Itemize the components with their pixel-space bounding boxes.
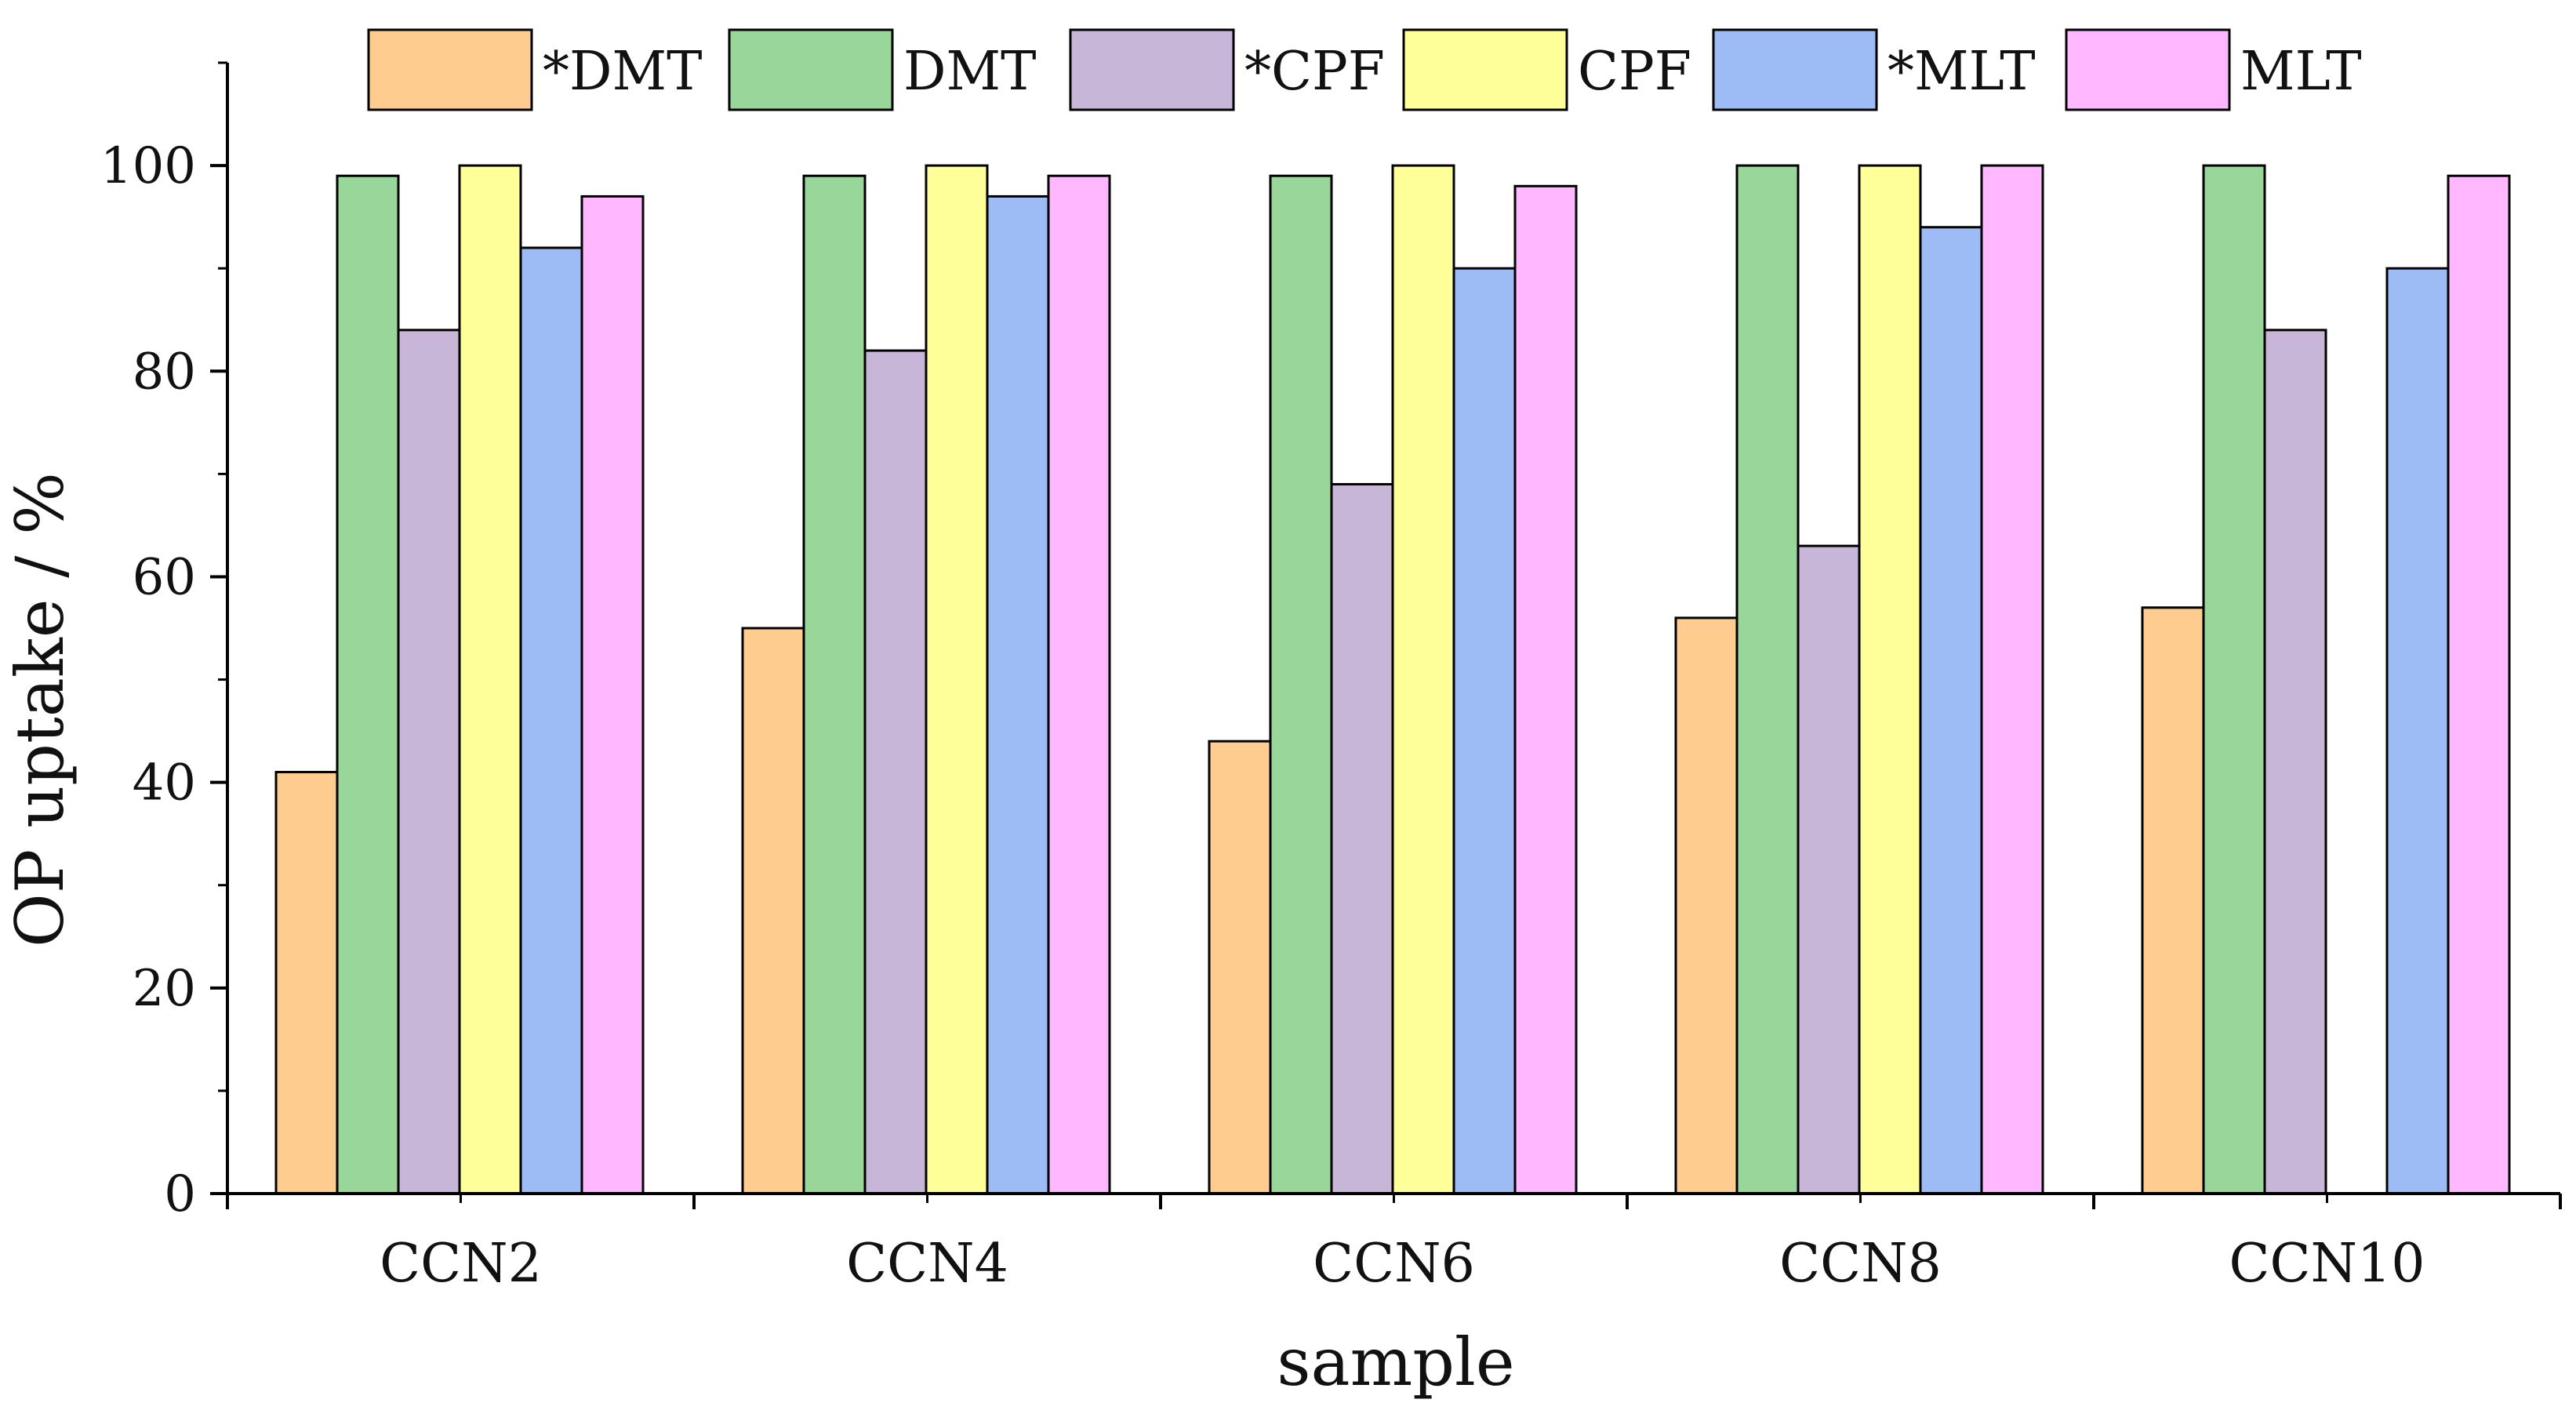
legend-label-cpf: CPF [1578,41,1691,103]
bar-ccn10-star-dmt [2141,606,2205,1195]
bar-ccn4-dmt [802,174,867,1195]
bar-ccn6-cpf [1391,164,1455,1195]
y-axis-title: OP uptake / % [2,472,78,947]
bar-ccn2-star-cpf [397,329,461,1195]
legend-swatch-mlt [2065,28,2231,111]
y-tick-label: 20 [133,960,196,1018]
bar-ccn6-star-dmt [1208,740,1272,1195]
bar-ccn2-star-mlt [519,246,583,1195]
bar-ccn10-mlt [2447,174,2511,1195]
legend-label-dmt: DMT [903,41,1037,103]
legend-swatch-cpf [1402,28,1568,111]
legend-swatch-dmt [728,28,894,111]
legend-swatch-star-mlt [1712,28,1878,111]
legend: *DMT DMT *CPF CPF *MLT MLT [367,28,2362,111]
y-tick-label: 0 [164,1165,196,1223]
x-tick-label-ccn2: CCN2 [380,1233,542,1295]
y-tick-label: 100 [100,137,196,195]
bar-ccn6-star-cpf [1330,482,1394,1195]
y-tick-label: 60 [133,548,196,606]
legend-label-star-dmt: *DMT [543,41,703,103]
bar-ccn8-mlt [1980,164,2044,1195]
bar-ccn2-dmt [336,174,400,1195]
x-tick-label-ccn8: CCN8 [1779,1233,1942,1295]
bar-ccn2-cpf [458,164,522,1195]
bar-ccn8-star-mlt [1919,226,1983,1195]
bar-ccn6-mlt [1513,184,1578,1195]
bar-ccn8-cpf [1858,164,1922,1195]
x-tick-label-ccn4: CCN4 [846,1233,1008,1295]
axes: 0 20 40 60 80 100 CCN2 CCN4 CCN6 CCN8 CCN10 [100,61,2562,1295]
legend-label-star-mlt: *MLT [1887,41,2036,103]
x-axis-title: sample [1277,1324,1514,1401]
y-tick-label: 40 [133,754,196,812]
bar-ccn8-star-cpf [1797,544,1861,1195]
bar-ccn10-star-mlt [2385,267,2450,1195]
legend-label-mlt: MLT [2240,41,2362,103]
bar-ccn2-star-dmt [274,771,339,1195]
bar-ccn2-mlt [580,194,645,1195]
bar-ccn6-dmt [1269,174,1333,1195]
bar-ccn4-mlt [1047,174,1111,1195]
bar-ccn8-dmt [1735,164,1800,1195]
legend-swatch-star-dmt [367,28,533,111]
bars [274,164,2511,1195]
x-tick-label-ccn10: CCN10 [2229,1233,2425,1295]
legend-swatch-star-cpf [1069,28,1235,111]
bar-ccn8-star-dmt [1674,616,1739,1195]
bar-ccn4-cpf [925,164,989,1195]
x-tick-label-ccn6: CCN6 [1313,1233,1475,1295]
bar-ccn6-star-mlt [1452,267,1517,1195]
y-tick-label: 80 [133,343,196,401]
bar-ccn4-star-dmt [741,627,805,1195]
bar-ccn10-star-cpf [2263,329,2327,1195]
bar-ccn10-dmt [2202,164,2266,1195]
bar-ccn4-star-cpf [863,349,928,1195]
legend-label-star-cpf: *CPF [1244,41,1385,103]
bar-ccn4-star-mlt [986,194,1050,1195]
